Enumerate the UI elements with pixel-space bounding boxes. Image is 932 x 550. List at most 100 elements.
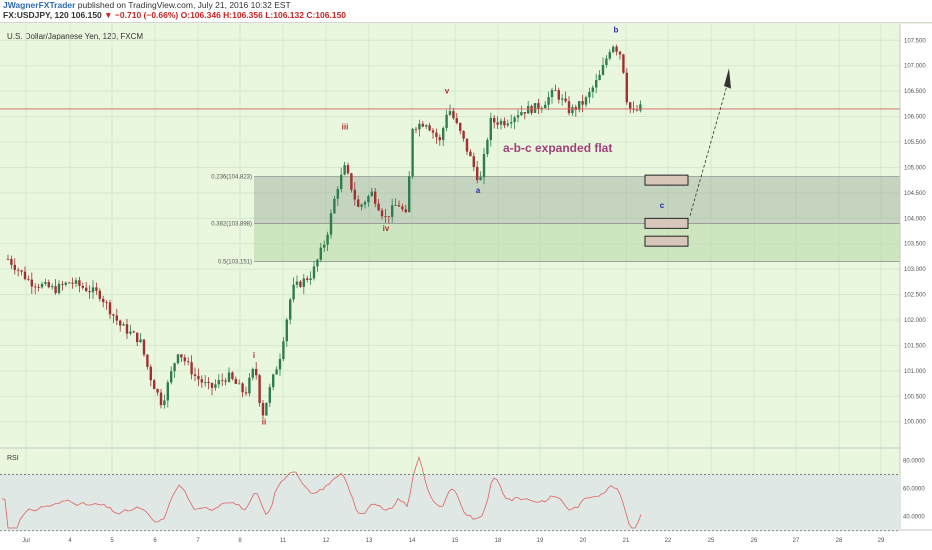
candle-body bbox=[282, 341, 285, 360]
candle-body bbox=[173, 363, 176, 372]
candle-body bbox=[357, 199, 360, 207]
candle-body bbox=[550, 90, 554, 98]
candle-body bbox=[54, 286, 57, 294]
time-tick-label: 5 bbox=[110, 538, 114, 544]
candle-body bbox=[418, 123, 421, 130]
author-name[interactable]: JWagnerFXTrader bbox=[3, 0, 76, 10]
candle-body bbox=[227, 372, 231, 382]
candle-body bbox=[530, 106, 533, 113]
candle-body bbox=[285, 319, 288, 342]
target-box bbox=[644, 217, 689, 229]
candle-body bbox=[302, 278, 305, 287]
wave-label: v bbox=[445, 87, 450, 96]
candle-body bbox=[159, 392, 163, 406]
candle-body bbox=[51, 286, 54, 288]
candle-body bbox=[537, 103, 540, 110]
candle-body bbox=[404, 209, 407, 213]
wave-label: c bbox=[660, 201, 665, 210]
axes: 107.500 107.000 106.500 106.000 105.500 105.0… bbox=[0, 24, 932, 550]
chart-grid bbox=[0, 24, 900, 518]
candle-body bbox=[503, 120, 506, 126]
candle-body bbox=[581, 101, 584, 105]
candle-body bbox=[479, 177, 482, 180]
time-tick-label: 4 bbox=[68, 538, 72, 544]
candle-body bbox=[523, 112, 526, 114]
price-tick-label: 103.000 bbox=[904, 267, 926, 273]
candle-body bbox=[380, 210, 384, 217]
candle-body bbox=[180, 354, 183, 358]
candle-body bbox=[557, 90, 560, 100]
candle-body bbox=[384, 216, 387, 217]
candle-body bbox=[574, 107, 577, 110]
candle-body bbox=[513, 117, 516, 122]
candle-body bbox=[153, 380, 156, 390]
candle-body bbox=[397, 205, 401, 207]
candle-body bbox=[598, 74, 601, 81]
candle-body bbox=[377, 203, 380, 211]
candle-body bbox=[520, 112, 523, 116]
candle-body bbox=[465, 138, 469, 152]
price-tick-label: 106.000 bbox=[904, 115, 926, 121]
time-tick-label: 21 bbox=[623, 538, 630, 544]
candle-body bbox=[289, 299, 292, 320]
price-change: ▼ −0.710 (−0.66%) bbox=[104, 10, 179, 20]
time-tick-label: 28 bbox=[836, 538, 843, 544]
candle-body bbox=[493, 117, 496, 123]
time-tick-label: 27 bbox=[793, 538, 800, 544]
candle-body bbox=[146, 354, 149, 367]
candle-body bbox=[554, 90, 557, 91]
instrument-label: U.S. Dollar/Japanese Yen, 120, FXCM bbox=[7, 32, 144, 41]
target-box bbox=[644, 174, 689, 186]
price-tick-label: 106.500 bbox=[904, 89, 926, 95]
candle-body bbox=[394, 205, 397, 206]
candle-body bbox=[20, 270, 23, 272]
candle-body bbox=[329, 213, 333, 235]
candle-body bbox=[200, 379, 203, 383]
candle-body bbox=[112, 314, 115, 316]
candle-body bbox=[312, 266, 316, 279]
candle-body bbox=[401, 206, 404, 210]
candle-body bbox=[462, 130, 465, 139]
candle-body bbox=[506, 123, 509, 126]
rsi-line bbox=[1, 455, 642, 529]
candle-body bbox=[459, 123, 462, 131]
candle-body bbox=[23, 271, 27, 280]
candle-body bbox=[615, 46, 618, 52]
candle-body bbox=[533, 103, 537, 113]
candle-body bbox=[442, 128, 445, 141]
candle-body bbox=[166, 382, 169, 401]
candle-body bbox=[564, 98, 567, 102]
price-tick-label: 107.000 bbox=[904, 64, 926, 70]
candle-body bbox=[149, 366, 152, 381]
candle-body bbox=[197, 375, 200, 380]
candle-body bbox=[486, 139, 489, 154]
candle-body bbox=[476, 166, 479, 180]
price-tick-label: 105.000 bbox=[904, 165, 926, 171]
candle-body bbox=[132, 331, 135, 333]
candle-body bbox=[142, 339, 146, 355]
chart-header: JWagnerFXTrader published on TradingView… bbox=[0, 0, 932, 23]
candle-body bbox=[13, 264, 16, 270]
time-tick-label: 8 bbox=[238, 538, 242, 544]
candle-body bbox=[625, 72, 628, 103]
candle-body bbox=[469, 151, 472, 157]
candle-body bbox=[299, 281, 302, 287]
candle-body bbox=[98, 290, 101, 299]
price-tick-label: 103.500 bbox=[904, 242, 926, 248]
candle-body bbox=[622, 54, 625, 73]
time-tick-label: 18 bbox=[495, 538, 502, 544]
candle-body bbox=[40, 283, 44, 288]
candle-body bbox=[516, 115, 520, 118]
candle-body bbox=[591, 87, 594, 92]
candle-body bbox=[68, 282, 71, 284]
rsi-panel: RSI 80.0000 60.0000 40.0000 bbox=[0, 455, 925, 532]
candle-body bbox=[30, 279, 33, 287]
wave-label: a bbox=[476, 186, 481, 195]
candle-body bbox=[608, 52, 611, 59]
time-axis-bg bbox=[0, 530, 932, 550]
candle-body bbox=[163, 400, 166, 406]
rsi-label: RSI bbox=[7, 455, 19, 462]
candle-body bbox=[74, 280, 78, 284]
candle-body bbox=[265, 402, 268, 416]
